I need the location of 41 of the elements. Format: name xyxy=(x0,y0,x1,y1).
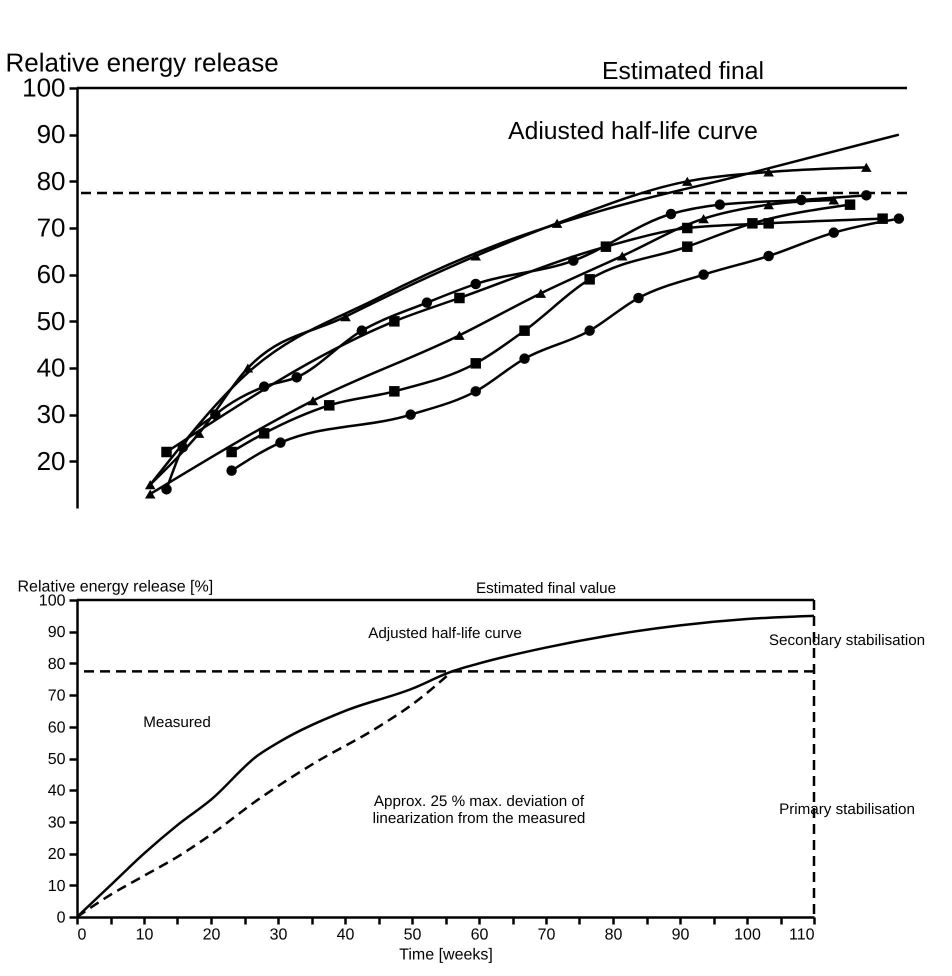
annotation: Primary stabilisation xyxy=(779,801,915,818)
y-tick-label: 90 xyxy=(36,119,66,150)
x-tick-label: 90 xyxy=(672,926,690,944)
y-tick-label: 40 xyxy=(48,782,66,800)
x-tick-label: 100 xyxy=(734,926,761,944)
y-tick-label: 60 xyxy=(36,259,66,290)
y-tick-label: 80 xyxy=(48,656,66,673)
x-tick-label: 80 xyxy=(604,926,622,944)
x-tick-label: 40 xyxy=(336,926,354,944)
annotation: Approx. 25 % max. deviation of linearization from the measured xyxy=(372,793,586,828)
y-tick-label: 20 xyxy=(36,446,66,476)
x-axis-title: Time [weeks] xyxy=(399,946,493,964)
annotation: Adjusted half-life curve xyxy=(368,625,522,642)
text: Estimated final value xyxy=(476,580,616,597)
y-tick-label: 80 xyxy=(36,166,66,196)
y-tick-label: 60 xyxy=(48,719,66,736)
x-tick-label: 50 xyxy=(404,926,422,944)
y-tick-label: 70 xyxy=(48,688,66,705)
x-tick-label: 110 xyxy=(788,926,815,944)
x-tick-label: 30 xyxy=(270,926,288,944)
x-tick-label: 0 xyxy=(78,926,86,944)
y-tick-label: 30 xyxy=(36,399,66,430)
y-tick-label: 20 xyxy=(48,846,66,864)
annotation: Measured xyxy=(143,714,211,731)
y-tick-label: 0 xyxy=(56,910,66,926)
y-axis-title: Relative energy release [%] xyxy=(18,578,214,596)
y-tick-label: 90 xyxy=(48,624,66,642)
annotation: Secondary stabilisation xyxy=(768,632,926,649)
y-tick-label: 70 xyxy=(36,212,66,242)
y-tick-label: 30 xyxy=(48,814,66,832)
y-tick-label: 50 xyxy=(36,306,66,336)
y-tick-label: 10 xyxy=(48,878,66,895)
y-tick-label: 40 xyxy=(36,352,66,382)
y-tick-label: 50 xyxy=(48,751,66,768)
text: Estimated final xyxy=(602,58,764,85)
x-tick-label: 10 xyxy=(136,926,154,944)
annotation: Adiusted half-life curve xyxy=(508,118,758,145)
x-tick-label: 20 xyxy=(202,926,220,944)
y-tick-label: 100 xyxy=(38,592,66,610)
x-tick-label: 70 xyxy=(538,926,556,944)
x-tick-label: 60 xyxy=(470,926,488,944)
